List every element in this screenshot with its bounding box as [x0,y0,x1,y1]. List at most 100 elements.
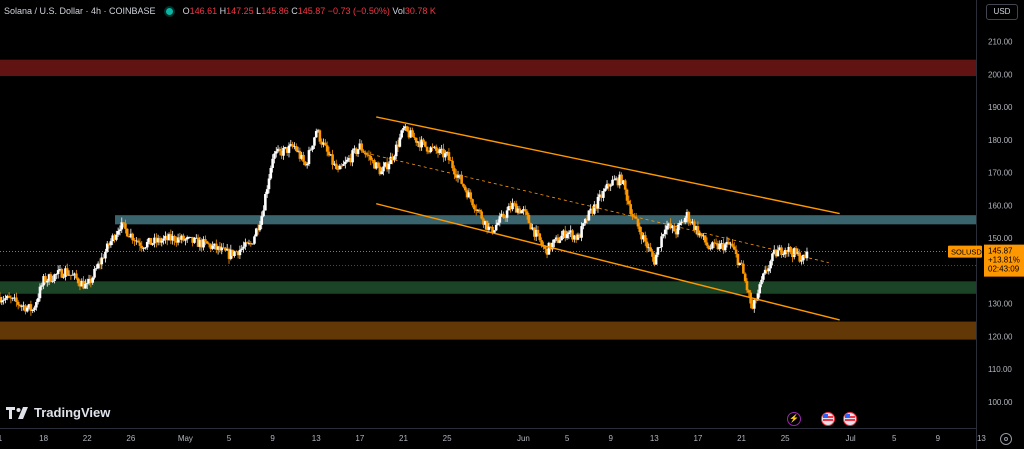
candle-body [727,241,731,244]
candle-body [24,305,27,312]
dividend-icon[interactable]: ⚡ [787,412,801,426]
candle-body [767,268,771,272]
time-tick-label: Jul [845,434,855,443]
candle-body [423,141,427,147]
us-flag-icon[interactable] [821,412,835,426]
candle-body [634,216,638,219]
candle-body [638,226,642,232]
time-axis[interactable]: 1 18 22 26 May 5 9 13 17 21 25 Jun 5 9 13 17 21 25 Jul 5 9 13 [0,428,986,444]
candle-body [642,235,645,240]
price-tag-change: +13.81% [988,256,1020,265]
candle-body [516,208,520,213]
candle-body [382,166,385,172]
symbol-tag[interactable] [948,245,982,258]
price-tick-label: 190.00 [988,103,1013,112]
candle-body [185,237,189,240]
time-tick-label: 25 [443,434,452,443]
channel-lower-line[interactable] [376,203,840,321]
candle-body [265,189,269,195]
zones-layer [0,59,976,340]
candle-body [36,298,40,303]
candle-body [231,249,234,256]
candle-body [251,243,254,245]
candle-body [769,261,772,269]
candle-body [75,273,78,279]
candle-body [672,225,676,232]
candle-body [214,243,218,250]
candle-body [285,147,289,153]
candle-body [716,243,720,250]
candle-body [60,269,64,278]
candle-body [696,226,700,236]
candle-body [371,159,374,161]
price-axis[interactable]: 100.00110.00120.00130.00140.00150.00160.… [976,0,1014,449]
candle-body [467,192,471,198]
candle-body [438,149,442,154]
candle-body [436,150,440,154]
us-flag-icon[interactable] [843,412,857,426]
candle-body [649,247,652,252]
settings-gear-icon[interactable] [1000,433,1012,445]
price-tick-label: 100.00 [988,398,1013,407]
candle-body [333,163,336,165]
candle-body [658,247,662,248]
candle-body [298,150,302,159]
candle-body [474,209,478,211]
candle-body [705,242,709,246]
candle-body [703,235,707,243]
candle-body [73,273,76,275]
price-tag-box[interactable] [984,244,1024,277]
candle-body [451,160,454,169]
candle-body [89,278,93,283]
candle-body [698,233,702,236]
candle-body [507,206,511,211]
candle-body [127,236,131,238]
candle-body [225,248,229,251]
candle-body [480,211,483,219]
candle-body [367,155,371,157]
candle-body [191,236,194,243]
support-zone-brown[interactable] [0,321,976,340]
candle-body [562,230,565,236]
candle-body [380,171,383,175]
candle-body [149,238,153,245]
candle-body [622,180,625,185]
candle-body [5,295,9,299]
time-tick-label: 21 [399,434,408,443]
support-zone-green[interactable] [0,281,976,294]
candle-body [276,148,280,152]
market-status-icon[interactable] [165,7,173,15]
candle-body [582,223,585,227]
candle-body [174,241,178,243]
candle-body [656,247,660,255]
symbol-title[interactable]: Solana / U.S. Dollar · 4h · COINBASE [4,6,156,16]
resistance-zone-red[interactable] [0,59,976,77]
candle-body [714,243,718,244]
candle-body [543,246,547,249]
candle-body [471,199,474,206]
tradingview-logo[interactable]: TradingView [6,405,110,420]
candle-body [155,237,158,243]
candle-body [789,247,792,253]
candle-body [571,230,574,240]
channel-mid-line[interactable] [365,152,829,264]
candle-body [322,142,325,145]
candle-body [353,148,356,151]
candle-body [247,243,251,244]
candle-body [682,221,685,223]
time-tick-label: 9 [270,434,275,443]
candle-body [533,227,536,237]
candle-body [531,227,534,230]
candle-body [547,242,551,255]
candle-body [694,226,698,231]
candle-body [33,307,36,310]
candle-body [600,194,603,198]
candle-body [342,164,345,166]
currency-button[interactable]: USD [986,4,1018,20]
channel-upper-line[interactable] [376,116,840,215]
tradingview-logo-text: TradingView [34,405,111,420]
resistance-zone-blue[interactable] [115,215,976,225]
candle-body [783,249,787,255]
candle-body [351,150,354,163]
